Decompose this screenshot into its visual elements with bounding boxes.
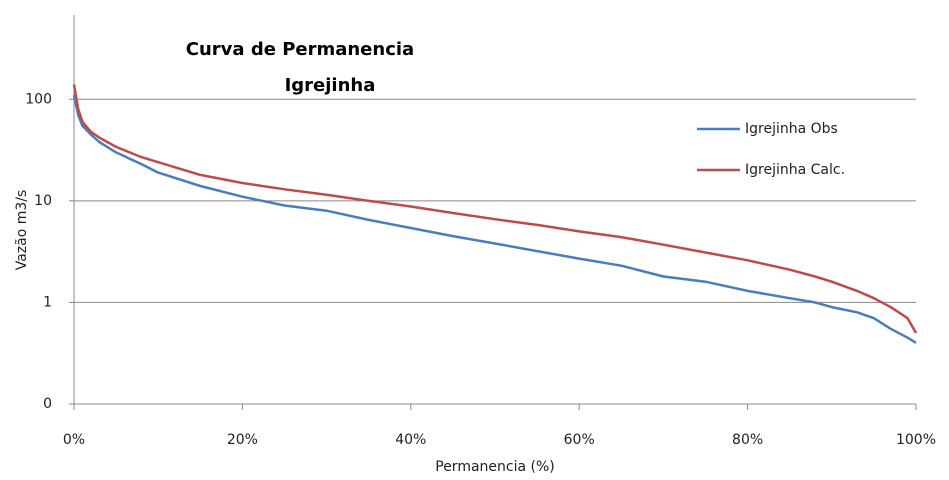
y-tick-label: 1 [43,294,52,310]
legend-label: Igrejinha Obs [745,121,838,137]
chart-title: Curva de Permanencia [186,39,414,60]
x-tick-label: 60% [564,432,595,448]
y-tick-label: 0 [43,396,52,412]
x-tick-label: 40% [395,432,426,448]
x-axis-label: Permanencia (%) [435,459,555,475]
chart-title: Igrejinha [285,75,376,96]
data-line [72,94,917,344]
data-line [72,84,918,334]
x-tick-label: 80% [732,432,763,448]
legend-label: Igrejinha Calc. [745,162,845,178]
y-tick-label: 100 [25,91,52,107]
y-tick-label: 10 [34,193,52,209]
y-axis-label: Vazão m3/s [14,190,30,271]
x-tick-label: 100% [896,432,936,448]
x-tick-label: 20% [227,432,258,448]
x-tick-label: 0% [63,432,85,448]
